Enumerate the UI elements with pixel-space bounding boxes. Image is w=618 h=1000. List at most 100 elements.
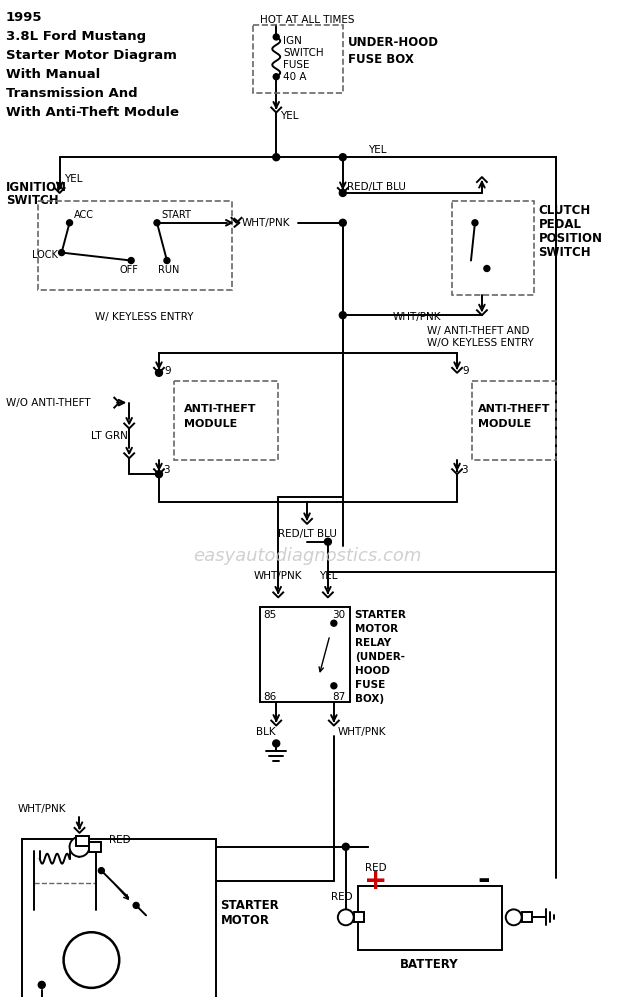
Text: -: -	[478, 866, 490, 895]
Circle shape	[273, 34, 279, 40]
Text: MODULE: MODULE	[184, 419, 237, 429]
Text: With Manual: With Manual	[6, 68, 100, 81]
Text: RED: RED	[365, 863, 386, 873]
Text: RED/LT BLU: RED/LT BLU	[277, 529, 336, 539]
Text: M: M	[81, 950, 102, 970]
Circle shape	[156, 369, 163, 376]
Circle shape	[339, 312, 346, 319]
Text: 30: 30	[332, 610, 345, 620]
Text: POSITION: POSITION	[538, 232, 603, 245]
Text: FUSE: FUSE	[283, 60, 310, 70]
Text: IGN: IGN	[283, 36, 302, 46]
Text: WHT/PNK: WHT/PNK	[393, 312, 442, 322]
Circle shape	[98, 868, 104, 874]
Text: FUSE: FUSE	[355, 680, 385, 690]
Bar	[522, 912, 531, 922]
Text: +: +	[364, 867, 387, 895]
Bar	[90, 842, 101, 852]
Text: (UNDER-: (UNDER-	[355, 652, 405, 662]
Text: RED: RED	[109, 835, 131, 845]
Text: RELAY: RELAY	[355, 638, 391, 648]
Circle shape	[339, 154, 346, 161]
Text: RUN: RUN	[158, 265, 180, 275]
Text: STARTER: STARTER	[355, 610, 407, 620]
Text: MOTOR: MOTOR	[221, 914, 269, 927]
Text: HOT AT ALL TIMES: HOT AT ALL TIMES	[260, 15, 354, 25]
Text: 1995: 1995	[6, 11, 43, 24]
Text: 86: 86	[263, 692, 277, 702]
Text: START: START	[161, 210, 191, 220]
Text: UNDER-HOOD: UNDER-HOOD	[348, 36, 439, 49]
Text: W/ ANTI-THEFT AND: W/ ANTI-THEFT AND	[427, 326, 530, 336]
Circle shape	[339, 219, 346, 226]
Circle shape	[339, 189, 346, 196]
Circle shape	[472, 220, 478, 226]
Text: 3.8L Ford Mustang: 3.8L Ford Mustang	[6, 30, 146, 43]
Text: With Anti-Theft Module: With Anti-Theft Module	[6, 106, 179, 119]
Text: YEL: YEL	[319, 571, 337, 581]
Circle shape	[342, 843, 349, 850]
Bar	[260, 607, 350, 702]
Circle shape	[38, 981, 45, 988]
Text: HOOD: HOOD	[355, 666, 389, 676]
Text: IGNITION: IGNITION	[6, 181, 67, 194]
Text: RED/LT BLU: RED/LT BLU	[347, 182, 405, 192]
Text: BATTERY: BATTERY	[400, 958, 459, 971]
Text: MODULE: MODULE	[478, 419, 531, 429]
Text: LOCK: LOCK	[32, 250, 57, 260]
Text: easyautodiagnostics.com: easyautodiagnostics.com	[193, 547, 421, 565]
Text: MOTOR: MOTOR	[355, 624, 398, 634]
Circle shape	[70, 837, 90, 857]
Text: W/O KEYLESS ENTRY: W/O KEYLESS ENTRY	[427, 338, 534, 348]
Circle shape	[164, 258, 170, 264]
Text: FUSE BOX: FUSE BOX	[348, 53, 413, 66]
Circle shape	[156, 471, 163, 478]
Text: OFF: OFF	[120, 265, 138, 275]
Text: STARTER: STARTER	[221, 899, 279, 912]
Text: YEL: YEL	[64, 174, 82, 184]
Text: SWITCH: SWITCH	[6, 194, 59, 207]
Circle shape	[64, 932, 119, 988]
Text: BOX): BOX)	[355, 694, 384, 704]
Text: WHT/PNK: WHT/PNK	[242, 218, 290, 228]
Circle shape	[338, 909, 353, 925]
Text: YEL: YEL	[368, 145, 387, 155]
Text: BLK: BLK	[256, 727, 276, 737]
Circle shape	[133, 902, 139, 908]
Text: 40 A: 40 A	[283, 72, 307, 82]
Bar	[22, 839, 216, 998]
Text: W/ KEYLESS ENTRY: W/ KEYLESS ENTRY	[95, 312, 193, 322]
Bar	[358, 886, 502, 950]
Circle shape	[273, 740, 280, 747]
Circle shape	[273, 154, 280, 161]
Text: Transmission And: Transmission And	[6, 87, 138, 100]
Text: 3: 3	[461, 465, 468, 475]
Text: W/O ANTI-THEFT: W/O ANTI-THEFT	[6, 398, 91, 408]
Text: CLUTCH: CLUTCH	[538, 204, 591, 217]
Text: ACC: ACC	[74, 210, 93, 220]
Text: RED: RED	[331, 892, 353, 902]
Text: SWITCH: SWITCH	[538, 246, 591, 259]
Circle shape	[331, 620, 337, 626]
Text: ANTI-THEFT: ANTI-THEFT	[478, 404, 551, 414]
Bar	[353, 912, 363, 922]
Text: ANTI-THEFT: ANTI-THEFT	[184, 404, 256, 414]
Text: 85: 85	[263, 610, 277, 620]
Circle shape	[331, 683, 337, 689]
Text: WHT/PNK: WHT/PNK	[18, 804, 66, 814]
Circle shape	[128, 258, 134, 264]
Text: WHT/PNK: WHT/PNK	[254, 571, 302, 581]
Text: YEL: YEL	[280, 111, 298, 121]
Circle shape	[67, 220, 72, 226]
Text: SWITCH: SWITCH	[283, 48, 324, 58]
Text: 87: 87	[332, 692, 345, 702]
Text: 9: 9	[164, 366, 171, 376]
Text: LT GRN: LT GRN	[91, 431, 129, 441]
Text: WHT/PNK: WHT/PNK	[338, 727, 386, 737]
Circle shape	[154, 220, 160, 226]
Circle shape	[273, 74, 279, 80]
Circle shape	[59, 250, 65, 256]
Circle shape	[324, 538, 331, 545]
Text: 9: 9	[462, 366, 468, 376]
Text: 3: 3	[163, 465, 169, 475]
